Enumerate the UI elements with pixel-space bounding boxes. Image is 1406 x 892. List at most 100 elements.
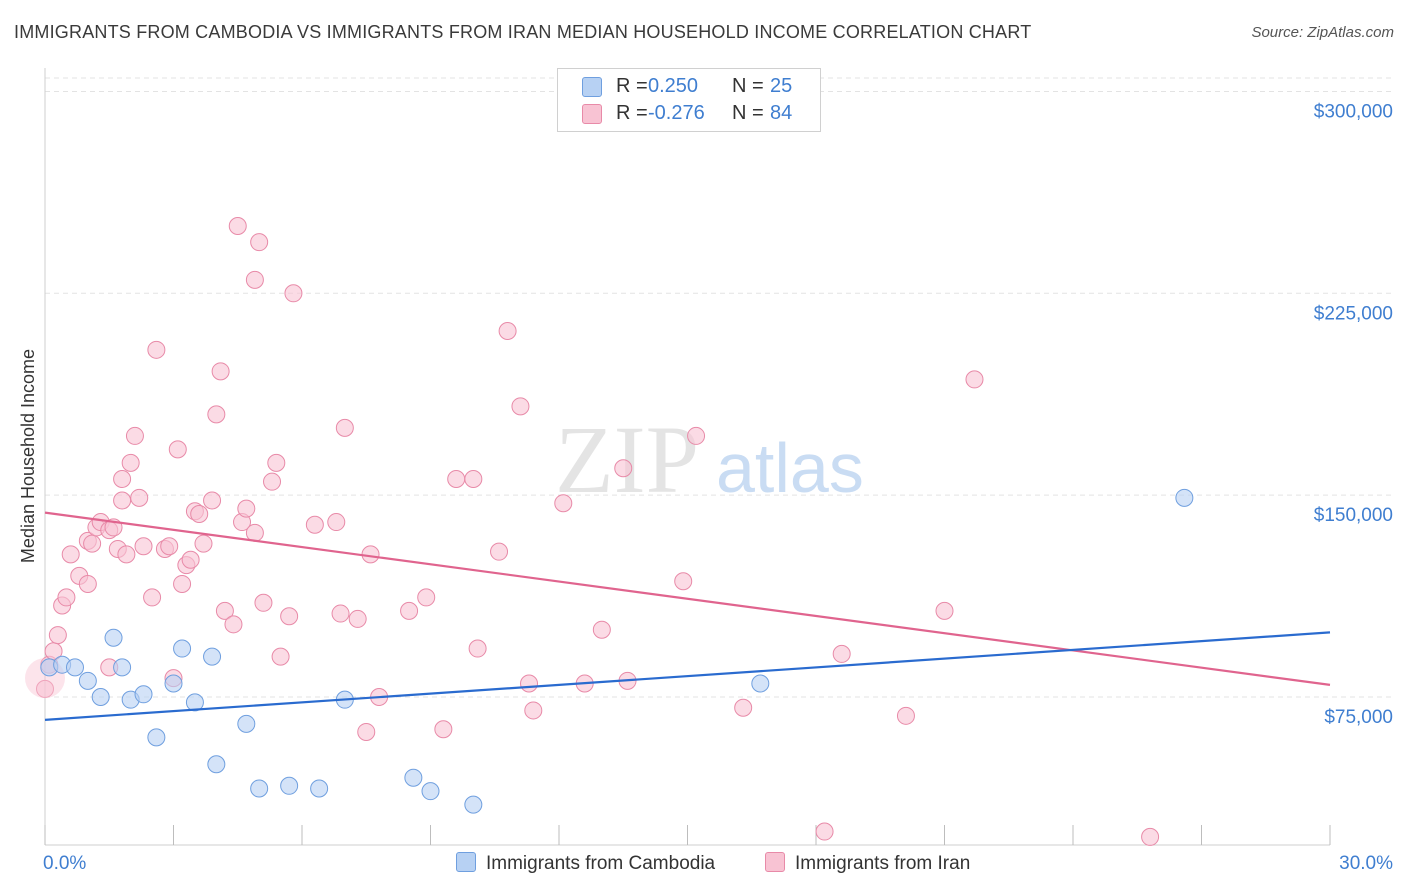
cambodia-point — [147, 728, 166, 747]
iran-point — [400, 601, 419, 620]
iran-point — [215, 601, 234, 620]
iran-point — [143, 588, 162, 607]
iran-point — [113, 491, 132, 510]
cambodia-point — [250, 779, 269, 798]
iran-point — [815, 822, 834, 841]
cambodia-point — [207, 755, 226, 774]
cambodia-point — [203, 647, 222, 666]
iran-point — [228, 217, 247, 236]
iran-r-label: R = — [616, 102, 648, 124]
cambodia-n-value: 25 — [770, 75, 793, 97]
iran-point — [305, 515, 324, 534]
y-tick-label: $150,000 — [1314, 505, 1393, 526]
iran-point — [224, 615, 243, 634]
cambodia-r-value: 0.250 — [648, 75, 699, 97]
iran-point — [464, 469, 483, 488]
iran-point — [447, 469, 466, 488]
iran-point — [250, 233, 269, 252]
iran-point — [211, 362, 230, 381]
iran-point — [203, 491, 222, 510]
iran-point — [113, 469, 132, 488]
cambodia-point — [237, 714, 256, 733]
iran-point — [734, 698, 753, 717]
series-cambodia — [40, 488, 1194, 814]
iran-point — [357, 722, 376, 741]
iran-point — [168, 440, 187, 459]
source-credit: Source: ZipAtlas.com — [1251, 24, 1394, 41]
cambodia-point — [78, 671, 97, 690]
iran-point — [181, 550, 200, 569]
iran-point — [121, 453, 140, 472]
iran-point — [48, 626, 67, 645]
iran-point — [468, 639, 487, 658]
watermark-zip: ZIP — [555, 406, 699, 513]
series-iran — [25, 217, 1160, 846]
iran-point — [207, 405, 226, 424]
iran-point — [896, 706, 915, 725]
iran-point — [36, 679, 54, 698]
iran-point — [935, 601, 954, 620]
iran-point — [520, 674, 539, 693]
legend-box: R = 0.250 N = 25 R = -0.276 N = 84 — [557, 68, 821, 132]
iran-point — [173, 574, 192, 593]
iran-point — [348, 609, 367, 628]
iran-point — [280, 607, 299, 626]
cambodia-legend-swatch — [456, 852, 476, 872]
iran-point — [674, 572, 693, 591]
y-tick-label: $300,000 — [1314, 101, 1393, 122]
iran-point — [554, 494, 573, 513]
cambodia-trend-line — [44, 631, 1331, 721]
iran-trend-line — [44, 511, 1331, 686]
iran-point — [125, 426, 144, 445]
iran-point — [134, 537, 153, 556]
iran-point — [160, 537, 179, 556]
iran-point — [147, 340, 166, 359]
cambodia-point — [104, 628, 123, 647]
iran-point — [434, 720, 453, 739]
axes — [44, 68, 1331, 846]
cambodia-point — [751, 674, 770, 693]
iran-n-value: 84 — [770, 102, 793, 124]
y-axis-label: Median Household Income — [18, 349, 38, 563]
iran-point — [57, 588, 76, 607]
watermark-atlas: atlas — [716, 429, 864, 507]
iran-point — [190, 504, 209, 523]
iran-point — [490, 542, 509, 561]
cambodia-point — [310, 779, 329, 798]
cambodia-swatch — [582, 77, 602, 97]
iran-point — [498, 321, 517, 340]
iran-legend-label: Immigrants from Iran — [795, 853, 971, 874]
iran-point — [335, 418, 354, 437]
iran-point — [194, 534, 213, 553]
chart-title: IMMIGRANTS FROM CAMBODIA VS IMMIGRANTS F… — [14, 22, 1032, 42]
iran-point — [83, 534, 102, 553]
cambodia-point — [464, 795, 483, 814]
iran-point — [1141, 827, 1160, 846]
iran-point — [245, 523, 264, 542]
iran-legend-swatch — [765, 852, 785, 872]
gridlines — [45, 77, 1392, 698]
cambodia-point — [185, 693, 204, 712]
trend-lines — [44, 511, 1331, 721]
iran-point — [361, 545, 380, 564]
iran-point — [327, 513, 346, 532]
y-tick-label: $75,000 — [1324, 707, 1393, 728]
cambodia-point — [173, 639, 192, 658]
iran-point — [687, 426, 706, 445]
iran-point — [254, 593, 273, 612]
iran-point — [61, 545, 80, 564]
iran-point — [267, 453, 286, 472]
bottom-legend-cambodia: Immigrants from Cambodia — [456, 852, 715, 875]
cambodia-legend-label: Immigrants from Cambodia — [486, 853, 716, 874]
iran-point — [592, 620, 611, 639]
iran-point — [284, 284, 303, 303]
x-tick-label: 30.0% — [1339, 853, 1393, 874]
cambodia-point — [134, 685, 153, 704]
cambodia-r-label: R = — [616, 75, 648, 97]
x-tick-label: 0.0% — [43, 853, 86, 874]
cambodia-point — [280, 776, 299, 795]
iran-point — [965, 370, 984, 389]
iran-swatch — [582, 104, 602, 124]
iran-point — [263, 472, 282, 491]
